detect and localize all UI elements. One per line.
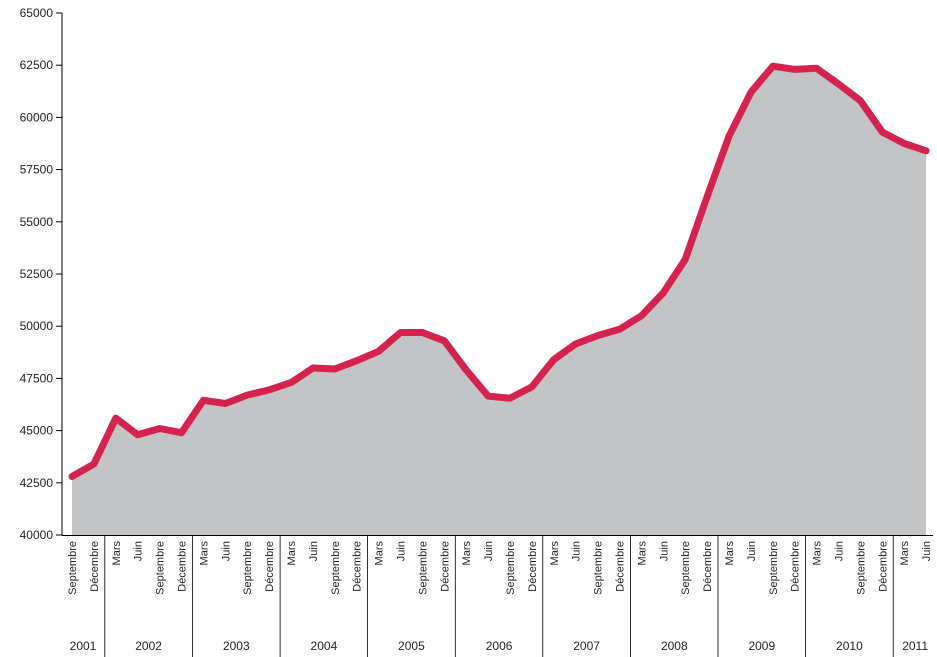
year-label: 2007 — [573, 639, 600, 653]
year-label: 2011 — [902, 639, 928, 653]
x-tick-label: Juin — [483, 541, 495, 561]
y-tick-label: 47500 — [20, 371, 54, 385]
y-tick-label: 57500 — [20, 163, 54, 177]
x-tick-label: Juin — [834, 541, 846, 561]
x-tick-label: Septembre — [330, 541, 342, 595]
y-tick-label: 50000 — [20, 319, 54, 333]
x-tick-label: Juin — [921, 541, 933, 561]
x-tick-label: Septembre — [768, 541, 780, 595]
year-label: 2009 — [748, 639, 775, 653]
x-tick-label: Décembre — [877, 541, 889, 592]
year-label: 2005 — [398, 639, 425, 653]
x-tick-label: Juin — [133, 541, 145, 561]
x-tick-label: Mars — [812, 541, 824, 566]
y-axis-ticks: 40000 42500 45000 47500 50000 52500 55000 57500… — [20, 6, 62, 542]
x-tick-label: Juin — [658, 541, 670, 561]
x-tick-label: Septembre — [593, 541, 605, 595]
year-label: 2001 — [70, 639, 97, 653]
area-fill — [72, 66, 927, 535]
x-tick-label: Septembre — [417, 541, 429, 595]
x-tick-label: Septembre — [505, 541, 517, 595]
x-tick-label: Décembre — [615, 541, 627, 592]
x-tick-label: Septembre — [155, 541, 167, 595]
x-tick-label: Septembre — [855, 541, 867, 595]
x-tick-label: Septembre — [242, 541, 254, 595]
year-label: 2010 — [836, 639, 863, 653]
x-tick-label: Mars — [374, 541, 386, 566]
year-label: 2006 — [486, 639, 513, 653]
y-tick-label: 62500 — [20, 58, 54, 72]
x-tick-label: Juin — [396, 541, 408, 561]
year-label: 2004 — [311, 639, 338, 653]
series-line-layer — [68, 62, 930, 480]
x-tick-label: Décembre — [702, 541, 714, 592]
x-tick-label: Juin — [746, 541, 758, 561]
x-tick-label: Juin — [308, 541, 320, 561]
y-tick-label: 55000 — [20, 215, 54, 229]
x-tick-label: Mars — [636, 541, 648, 566]
year-label: 2002 — [135, 639, 162, 653]
x-tick-label: Décembre — [790, 541, 802, 592]
y-tick-label: 60000 — [20, 110, 54, 124]
x-tick-label: Mars — [286, 541, 298, 566]
x-tick-label: Septembre — [680, 541, 692, 595]
x-tick-label: Juin — [220, 541, 232, 561]
x-axis-labels: Septembre Décembre Mars Juin Septembre Décemb… — [67, 535, 933, 657]
y-tick-label: 45000 — [20, 424, 54, 438]
area-fill-layer — [72, 66, 927, 535]
y-tick-label: 42500 — [20, 476, 54, 490]
x-tick-label: Mars — [198, 541, 210, 566]
x-tick-label: Septembre — [67, 541, 79, 595]
x-tick-label: Mars — [724, 541, 736, 566]
x-tick-label: Juin — [571, 541, 583, 561]
year-label: 2008 — [661, 639, 688, 653]
x-tick-label: Mars — [461, 541, 473, 566]
series-line — [68, 62, 930, 480]
y-tick-label: 52500 — [20, 267, 54, 281]
x-tick-label: Décembre — [439, 541, 451, 592]
y-tick-label: 40000 — [20, 528, 54, 542]
x-tick-label: Décembre — [177, 541, 189, 592]
x-tick-label: Décembre — [264, 541, 276, 592]
y-tick-label: 65000 — [20, 6, 54, 20]
x-tick-label: Décembre — [527, 541, 539, 592]
x-tick-label: Mars — [111, 541, 123, 566]
x-tick-label: Décembre — [89, 541, 101, 592]
x-tick-label: Mars — [899, 541, 911, 566]
x-tick-label: Décembre — [352, 541, 364, 592]
year-label: 2003 — [223, 639, 250, 653]
x-tick-label: Mars — [549, 541, 561, 566]
